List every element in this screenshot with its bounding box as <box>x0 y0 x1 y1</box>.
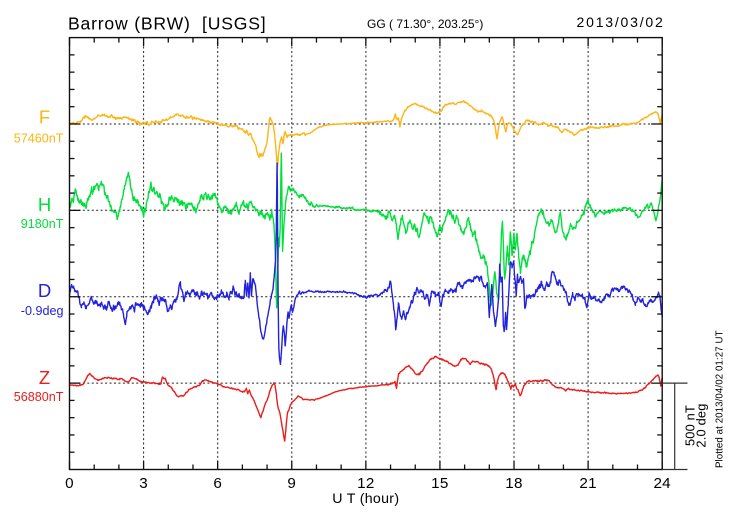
svg-text:H: H <box>38 194 51 215</box>
svg-text:6: 6 <box>213 475 222 492</box>
svg-text:9: 9 <box>287 475 296 492</box>
svg-text:57460nT: 57460nT <box>14 131 64 145</box>
svg-text:15: 15 <box>431 475 449 492</box>
svg-text:GG ( 71.30°, 203.25°): GG ( 71.30°, 203.25°) <box>367 17 483 31</box>
svg-text:24: 24 <box>653 475 671 492</box>
svg-text:3: 3 <box>139 475 148 492</box>
svg-text:2013/03/02: 2013/03/02 <box>577 14 665 30</box>
svg-text:2.0 deg: 2.0 deg <box>693 403 708 447</box>
svg-text:-0.9deg: -0.9deg <box>21 304 64 318</box>
svg-text:18: 18 <box>505 475 523 492</box>
svg-text:0: 0 <box>65 475 74 492</box>
svg-text:U T (hour): U T (hour) <box>332 491 399 507</box>
svg-text:Barrow (BRW) [USGS]: Barrow (BRW) [USGS] <box>68 14 266 34</box>
svg-text:Plotted at 2013/04/02 01:27 UT: Plotted at 2013/04/02 01:27 UT <box>715 330 726 468</box>
svg-text:500 nT: 500 nT <box>683 405 698 446</box>
svg-text:9180nT: 9180nT <box>21 217 64 231</box>
svg-text:12: 12 <box>357 475 375 492</box>
svg-text:21: 21 <box>579 475 597 492</box>
svg-text:Z: Z <box>39 367 50 388</box>
svg-text:D: D <box>38 280 51 301</box>
svg-text:56880nT: 56880nT <box>14 390 64 404</box>
svg-text:F: F <box>39 107 50 128</box>
